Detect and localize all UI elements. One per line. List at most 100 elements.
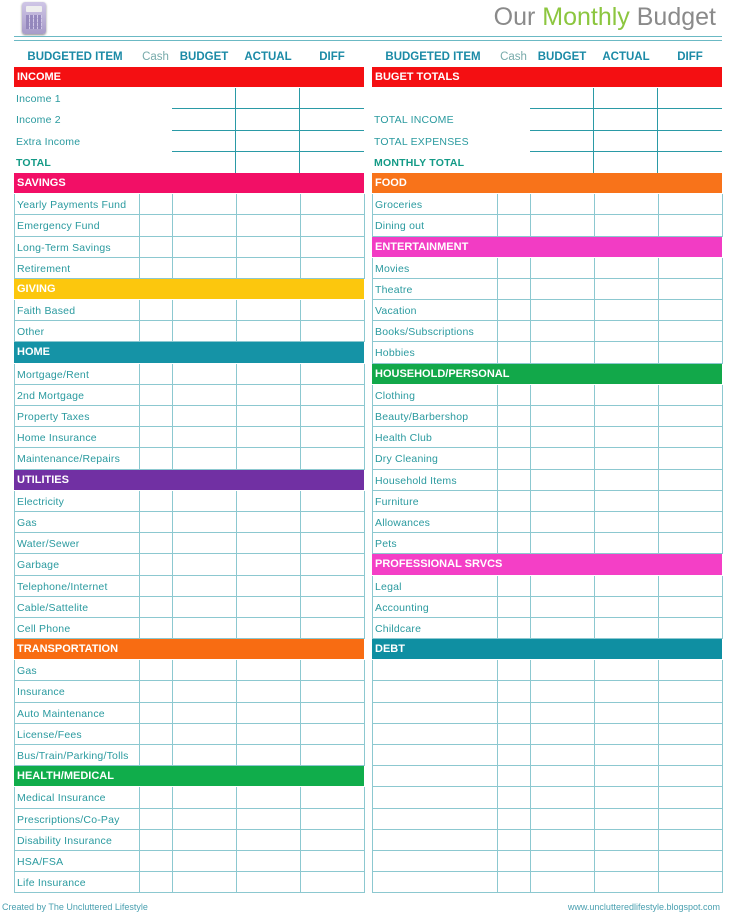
budget-cell[interactable] (173, 681, 237, 703)
diff-cell[interactable] (301, 215, 365, 237)
diff-cell[interactable] (659, 766, 723, 788)
diff-cell[interactable] (659, 745, 723, 767)
diff-cell[interactable] (301, 829, 365, 851)
budget-cell[interactable] (531, 215, 595, 237)
budget-cell[interactable] (531, 681, 595, 703)
budget-cell[interactable] (173, 660, 237, 682)
actual-cell[interactable] (594, 130, 658, 152)
actual-cell[interactable] (595, 215, 659, 237)
budget-cell[interactable] (531, 872, 595, 894)
budget-cell[interactable] (173, 321, 237, 343)
actual-cell[interactable] (237, 745, 301, 767)
cash-cell[interactable] (498, 766, 531, 788)
cash-cell[interactable] (498, 469, 531, 491)
cash-cell[interactable] (140, 384, 173, 406)
cash-cell[interactable] (498, 723, 531, 745)
budget-cell[interactable] (173, 745, 237, 767)
budget-cell[interactable] (172, 151, 236, 173)
actual-cell[interactable] (237, 850, 301, 873)
budget-cell[interactable] (531, 533, 595, 555)
diff-cell[interactable] (301, 300, 365, 322)
cash-cell[interactable] (498, 575, 531, 597)
cash-cell[interactable] (140, 300, 173, 322)
cash-cell[interactable] (498, 533, 531, 555)
budget-cell[interactable] (173, 723, 237, 745)
budget-cell[interactable] (173, 236, 237, 258)
actual-cell[interactable] (237, 872, 301, 894)
cash-cell[interactable] (498, 660, 531, 682)
actual-cell[interactable] (237, 363, 301, 385)
cash-cell[interactable] (498, 278, 531, 301)
diff-cell[interactable] (659, 448, 723, 470)
budget-cell[interactable] (531, 702, 595, 724)
budget-cell[interactable] (531, 787, 595, 809)
cash-cell[interactable] (140, 406, 173, 428)
actual-cell[interactable] (595, 617, 659, 640)
budget-cell[interactable] (173, 427, 237, 449)
budget-cell[interactable] (173, 596, 237, 618)
diff-cell[interactable] (301, 363, 365, 385)
actual-cell[interactable] (236, 109, 300, 131)
diff-cell[interactable] (659, 384, 723, 406)
diff-cell[interactable] (659, 533, 723, 555)
diff-cell[interactable] (659, 850, 723, 873)
budget-cell[interactable] (531, 342, 595, 364)
footer-url[interactable]: www.unclutteredlifestyle.blogspot.com (567, 902, 720, 912)
cash-cell[interactable] (498, 745, 531, 767)
actual-cell[interactable] (237, 554, 301, 576)
diff-cell[interactable] (659, 702, 723, 724)
diff-cell[interactable] (301, 850, 365, 873)
budget-cell[interactable] (531, 406, 595, 428)
cash-cell[interactable] (140, 745, 173, 767)
budget-cell[interactable] (531, 278, 595, 301)
budget-cell[interactable] (172, 88, 236, 110)
cash-cell[interactable] (498, 850, 531, 873)
diff-cell[interactable] (658, 88, 722, 110)
diff-cell[interactable] (300, 109, 364, 131)
cash-cell[interactable] (498, 596, 531, 618)
actual-cell[interactable] (595, 321, 659, 343)
actual-cell[interactable] (595, 490, 659, 512)
cash-cell[interactable] (498, 448, 531, 470)
diff-cell[interactable] (301, 533, 365, 555)
diff-cell[interactable] (301, 406, 365, 428)
actual-cell[interactable] (594, 109, 658, 131)
actual-cell[interactable] (595, 681, 659, 703)
cash-cell[interactable] (140, 511, 173, 534)
cash-cell[interactable] (498, 194, 531, 216)
actual-cell[interactable] (237, 448, 301, 470)
diff-cell[interactable] (658, 152, 722, 173)
diff-cell[interactable] (301, 702, 365, 724)
actual-cell[interactable] (595, 257, 659, 279)
diff-cell[interactable] (659, 321, 723, 343)
budget-cell[interactable] (531, 300, 595, 322)
actual-cell[interactable] (237, 406, 301, 428)
actual-cell[interactable] (594, 151, 658, 173)
diff-cell[interactable] (301, 236, 365, 258)
budget-cell[interactable] (531, 850, 595, 873)
actual-cell[interactable] (237, 427, 301, 449)
cash-cell[interactable] (140, 617, 173, 640)
cash-cell[interactable] (498, 702, 531, 724)
diff-cell[interactable] (301, 257, 365, 279)
actual-cell[interactable] (595, 448, 659, 470)
actual-cell[interactable] (237, 194, 301, 216)
actual-cell[interactable] (595, 427, 659, 449)
budget-cell[interactable] (173, 787, 237, 809)
cash-cell[interactable] (497, 152, 530, 173)
diff-cell[interactable] (301, 554, 365, 576)
budget-cell[interactable] (173, 363, 237, 385)
diff-cell[interactable] (659, 427, 723, 449)
diff-cell[interactable] (300, 131, 364, 152)
cash-cell[interactable] (139, 88, 172, 109)
cash-cell[interactable] (498, 829, 531, 851)
cash-cell[interactable] (139, 109, 172, 130)
actual-cell[interactable] (236, 130, 300, 152)
cash-cell[interactable] (140, 850, 173, 873)
cash-cell[interactable] (498, 321, 531, 343)
budget-cell[interactable] (531, 808, 595, 830)
cash-cell[interactable] (140, 702, 173, 724)
actual-cell[interactable] (237, 257, 301, 279)
cash-cell[interactable] (140, 829, 173, 851)
cash-cell[interactable] (140, 808, 173, 830)
